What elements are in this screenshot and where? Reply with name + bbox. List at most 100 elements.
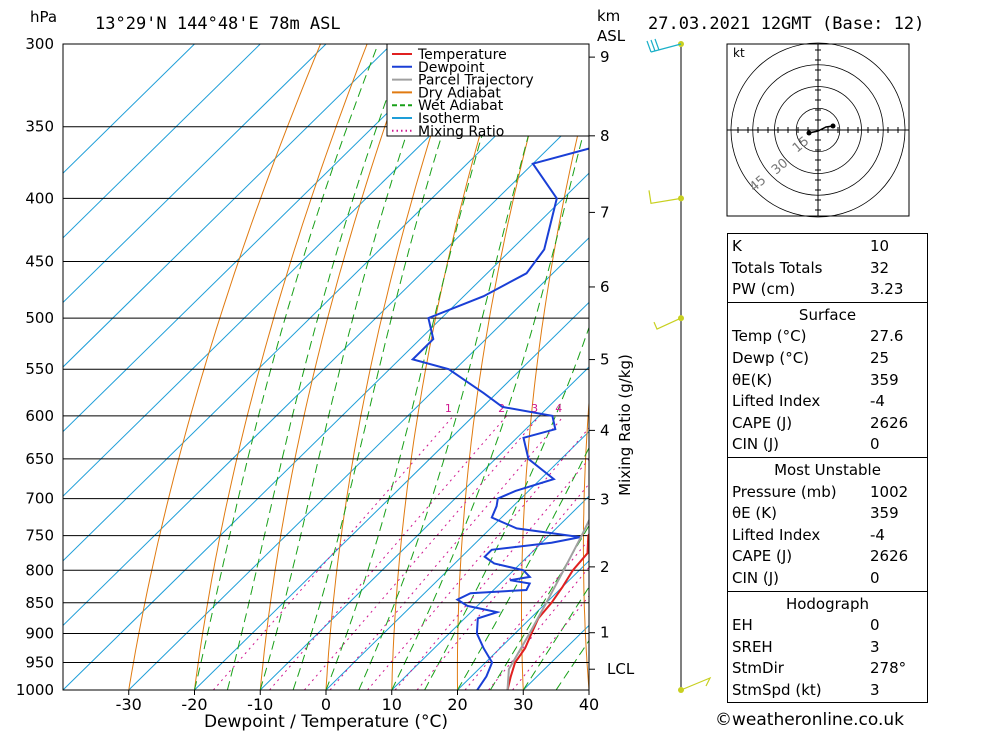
mixing-ratio-label: 2 — [498, 402, 505, 415]
index-label: Totals Totals — [732, 258, 823, 277]
index-label: StmSpd (kt) — [732, 680, 822, 699]
index-value: 0 — [870, 435, 880, 454]
index-row: θE (K) 359 — [728, 503, 927, 525]
index-value: 2626 — [870, 547, 909, 566]
dry-adiabat-line — [259, 44, 415, 690]
legend-box — [386, 43, 590, 137]
wet-adiabat-line — [259, 44, 438, 690]
isotherm-line — [457, 560, 589, 690]
x-tick-label: 10 — [382, 695, 402, 714]
index-label: Temp (°C) — [732, 327, 807, 346]
pressure-unit-label: hPa — [30, 8, 57, 26]
surface-title: Surface — [798, 305, 857, 324]
index-label: CIN (J) — [732, 435, 780, 454]
index-row: K 10 — [728, 236, 927, 258]
index-label: CAPE (J) — [732, 547, 793, 566]
x-tick-label: -20 — [181, 695, 207, 714]
isotherm-lines — [63, 44, 589, 690]
mixing-ratio-label: 10 — [634, 402, 648, 415]
legend-label: Temperature — [417, 47, 507, 63]
hodograph-unit-label: kt — [733, 46, 745, 60]
index-label: K — [732, 237, 742, 255]
pressure-tick-label: 750 — [25, 527, 54, 545]
km-tick-label: 4 — [600, 421, 610, 439]
wet-adiabat-line — [358, 44, 555, 690]
mixing-ratio-label: 20 — [701, 402, 715, 415]
isotherm-line — [194, 301, 589, 690]
index-value: 3.23 — [870, 280, 904, 299]
x-tick-label: -30 — [116, 695, 142, 714]
km-tick-label: 2 — [600, 558, 610, 576]
index-row: θE(K) 359 — [728, 370, 927, 392]
km-tick-label: 7 — [600, 203, 610, 221]
pressure-tick-label: 800 — [25, 561, 54, 579]
mixing-ratio-line — [269, 415, 508, 690]
legend-label: Dewpoint — [418, 60, 485, 76]
index-row: Temp (°C) 27.6 — [728, 326, 927, 348]
mixing-ratio-line — [304, 415, 540, 690]
index-value: 0 — [870, 568, 880, 587]
index-value: 3 — [870, 680, 880, 699]
legend-label: Parcel Trajectory — [418, 73, 534, 89]
wind-barb — [648, 190, 682, 205]
pressure-tick-label: 600 — [25, 407, 54, 425]
x-tick-label: 0 — [321, 695, 331, 714]
wind-barb — [680, 676, 712, 691]
isotherm-line — [63, 44, 327, 304]
copyright-footer: ©weatheronline.co.uk — [715, 710, 905, 730]
wet-adiabat-line — [226, 44, 407, 690]
x-tick-label: -10 — [247, 695, 273, 714]
index-value: -4 — [870, 392, 885, 411]
pressure-tick-label: 550 — [25, 360, 54, 378]
index-label: PW (cm) — [732, 280, 796, 299]
mixing-ratio-line — [329, 415, 565, 690]
pressure-tick-label: 300 — [25, 35, 54, 53]
index-row: EH 0 — [728, 615, 927, 637]
km-tick-label: 9 — [600, 48, 610, 66]
mixing-ratio-line — [213, 415, 454, 690]
index-label: θE (K) — [732, 504, 777, 523]
x-tick-label: 30 — [513, 695, 533, 714]
index-row: StmSpd (kt) 3 — [728, 680, 927, 702]
index-label: Dewp (°C) — [732, 348, 810, 367]
index-label: EH — [732, 616, 753, 635]
legend-label: Wet Adiabat — [418, 98, 504, 114]
header: hPa 13°29'N 144°48'E 78m ASL km ASL 27.0… — [30, 7, 924, 45]
pressure-tick-label: 450 — [25, 253, 54, 271]
wind-profile — [646, 38, 712, 693]
index-value: 1002 — [870, 482, 909, 501]
pressure-level-lines: 300 350 400 450 500 550 600 650 700 750 800 850 900 9… — [16, 35, 589, 699]
index-value: 0 — [870, 616, 880, 635]
index-label: Lifted Index — [732, 392, 821, 411]
index-label: Lifted Index — [732, 525, 821, 544]
dry-adiabat-line — [644, 44, 694, 690]
km-tick-label: 1 — [600, 624, 610, 642]
axes: -30 -20 -10 0 10 20 30 40 Dewpoint / Temperature… — [62, 43, 635, 732]
isotherm-line — [63, 44, 458, 433]
wet-adiabat-line — [391, 109, 589, 690]
index-label: θE(K) — [732, 370, 773, 389]
sounding-series — [410, 57, 589, 690]
mixing-ratio-axis-title: Mixing Ratio (g/kg) — [616, 354, 634, 496]
dry-adiabat-line — [194, 44, 368, 690]
pressure-tick-label: 350 — [25, 118, 54, 136]
index-label: StmDir — [732, 659, 784, 678]
hodograph-indices: Hodograph EH 0 SREH 3 StmDir 278° StmSpd (kt) 3 — [728, 592, 927, 703]
index-row: Totals Totals 32 — [728, 258, 927, 280]
dewpoint-line — [410, 57, 589, 690]
dry-adiabat-line — [128, 44, 321, 690]
legend-label: Dry Adiabat — [418, 85, 501, 101]
asl-label: ASL — [597, 27, 626, 45]
location-title: 13°29'N 144°48'E 78m ASL — [95, 14, 341, 34]
index-label: CAPE (J) — [732, 413, 793, 432]
wet-adiabat-line — [522, 586, 589, 690]
legend-label: Mixing Ratio — [418, 124, 504, 140]
km-label: km — [597, 7, 620, 25]
hodograph-title: Hodograph — [785, 594, 870, 613]
isotherm-line — [63, 44, 393, 368]
hodograph-point — [806, 130, 812, 136]
index-row: CIN (J) 0 — [728, 568, 927, 590]
isotherm-line — [63, 107, 589, 627]
index-row: StmDir 278° — [728, 658, 927, 680]
